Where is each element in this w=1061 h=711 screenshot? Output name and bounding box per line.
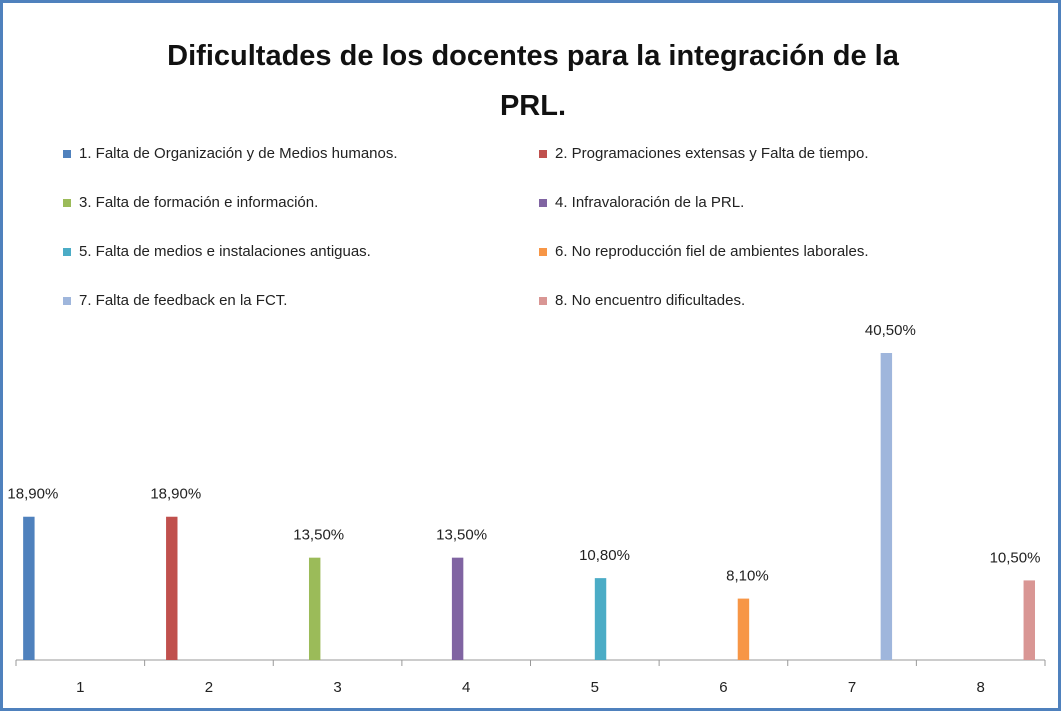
bar: [166, 516, 178, 660]
bar: [594, 578, 607, 660]
x-tick-label: 7: [848, 679, 856, 696]
legend-label: 8. No encuentro dificultades.: [555, 292, 746, 309]
legend-item: 8. No encuentro dificultades.: [539, 292, 745, 309]
legend-label: 2. Programaciones extensas y Falta de ti…: [555, 145, 869, 162]
legend-swatch: [63, 150, 71, 159]
legend-item: 5. Falta de medios e instalaciones antig…: [63, 243, 371, 260]
bar: [737, 598, 750, 660]
value-label: 8,10%: [726, 568, 769, 585]
value-label: 40,50%: [865, 322, 916, 339]
legend-swatch: [63, 297, 71, 306]
bar: [308, 557, 321, 660]
legend-label: 6. No reproducción fiel de ambientes lab…: [555, 243, 869, 260]
chart-title: Dificultades de los docentes para la int…: [167, 40, 899, 122]
legend-swatch: [539, 199, 547, 208]
bar: [23, 516, 35, 660]
legend-swatch: [539, 297, 547, 306]
legend-item: 2. Programaciones extensas y Falta de ti…: [539, 145, 869, 162]
legend-label: 3. Falta de formación e información.: [79, 194, 319, 211]
x-tick-label: 6: [719, 679, 727, 696]
x-tick-label: 1: [76, 679, 84, 696]
x-tick-label: 3: [333, 679, 341, 696]
value-label: 13,50%: [436, 527, 487, 544]
legend-item: 1. Falta de Organización y de Medios hum…: [63, 145, 398, 162]
x-tick-label: 4: [462, 679, 470, 696]
legend-item: 4. Infravaloración de la PRL.: [539, 194, 744, 211]
value-label: 18,90%: [150, 486, 201, 503]
legend-swatch: [63, 248, 71, 257]
value-label: 10,50%: [990, 549, 1041, 566]
x-tick-label: 5: [591, 679, 599, 696]
bar: [1023, 580, 1035, 660]
legend-label: 5. Falta de medios e instalaciones antig…: [79, 243, 371, 260]
legend-label: 1. Falta de Organización y de Medios hum…: [79, 145, 398, 162]
legend-item: 6. No reproducción fiel de ambientes lab…: [539, 243, 869, 260]
legend-swatch: [539, 248, 547, 257]
legend-item: 3. Falta de formación e información.: [63, 194, 318, 211]
legend-label: 4. Infravaloración de la PRL.: [555, 194, 745, 211]
value-label: 18,90%: [7, 486, 58, 503]
bar: [451, 557, 464, 660]
x-tick-label: 2: [205, 679, 213, 696]
value-label: 13,50%: [293, 527, 344, 544]
legend-swatch: [539, 150, 547, 159]
value-label: 10,80%: [579, 547, 630, 564]
legend-item: 7. Falta de feedback en la FCT.: [63, 292, 287, 309]
legend-swatch: [63, 199, 71, 208]
x-tick-label: 8: [977, 679, 985, 696]
bar: [880, 353, 893, 660]
legend-label: 7. Falta de feedback en la FCT.: [79, 292, 288, 309]
